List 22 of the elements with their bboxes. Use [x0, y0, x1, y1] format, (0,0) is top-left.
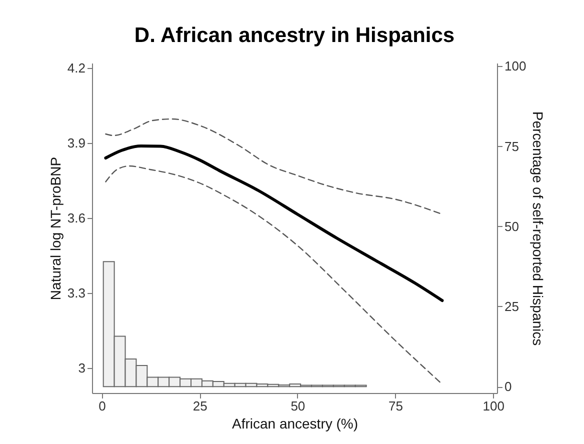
x-tick-label: 25: [192, 398, 208, 414]
y-axis-title: Natural log NT-proBNP: [47, 156, 64, 300]
line-series: [105, 165, 443, 385]
y-tick-label: 3.9: [67, 136, 86, 150]
y-tick-label: 4.2: [67, 60, 86, 76]
y2-tick-label: 50: [504, 218, 519, 234]
line-series: [104, 144, 444, 302]
x-tick-label: 50: [290, 398, 306, 414]
y2-tick-label: 100: [504, 58, 526, 74]
y2-axis-title: Percentage of self-reported Hispanics: [530, 111, 546, 346]
x-axis-title: African ancestry (%): [232, 416, 358, 432]
y2-tick-label: 75: [504, 138, 519, 154]
x-tick-label: 0: [98, 398, 106, 414]
y2-tick-label: 0: [504, 379, 512, 394]
chart-title: D. African ancestry in Hispanics: [134, 24, 455, 48]
y-tick-label: 3.3: [67, 286, 86, 300]
y-tick-label: 3.6: [67, 210, 86, 226]
line-series: [105, 118, 443, 215]
x-tick-label: 100: [482, 398, 504, 414]
y-tick-label: 3: [78, 360, 86, 376]
y2-tick-label: 25: [504, 298, 519, 314]
x-tick-label: 75: [388, 398, 403, 414]
